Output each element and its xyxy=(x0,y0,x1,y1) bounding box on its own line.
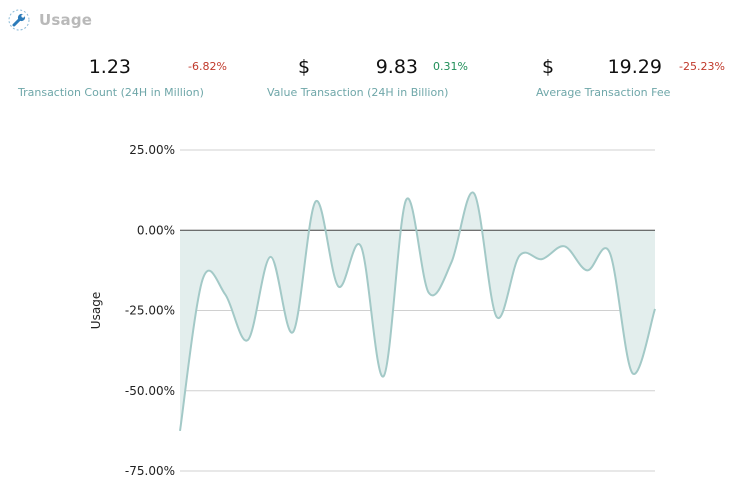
stat-value: 1.23 xyxy=(88,56,131,78)
stat-label: Transaction Count (24H in Million) xyxy=(18,86,204,99)
stat-value-transaction: $ 9.83 0.31% Value Transaction (24H in B… xyxy=(267,56,487,99)
y-tick-label: -75.00% xyxy=(125,464,175,478)
stat-average-fee: $ 19.29 -25.23% Average Transaction Fee xyxy=(536,56,731,99)
stat-label: Value Transaction (24H in Billion) xyxy=(267,86,449,99)
stat-label: Average Transaction Fee xyxy=(536,86,671,99)
currency-symbol: $ xyxy=(298,56,311,78)
stat-transaction-count: 1.23 -6.82% Transaction Count (24H in Mi… xyxy=(18,56,238,99)
y-axis-label: Usage xyxy=(89,292,103,329)
currency-symbol: $ xyxy=(542,56,555,78)
usage-series-line xyxy=(179,191,656,432)
stat-value: 19.29 xyxy=(607,56,662,78)
y-tick-label: -50.00% xyxy=(125,384,175,398)
stat-change: 0.31% xyxy=(433,60,468,73)
wrench-icon xyxy=(8,9,30,31)
stat-change: -25.23% xyxy=(679,60,725,73)
panel-header: Usage xyxy=(8,8,92,32)
stat-value: 9.83 xyxy=(375,56,418,78)
y-tick-label: 25.00% xyxy=(129,143,175,157)
panel-title: Usage xyxy=(39,11,93,29)
usage-area-fill xyxy=(180,192,655,431)
y-tick-label: 0.00% xyxy=(137,223,175,237)
stat-change: -6.82% xyxy=(188,60,227,73)
y-tick-label: -25.00% xyxy=(125,304,175,318)
